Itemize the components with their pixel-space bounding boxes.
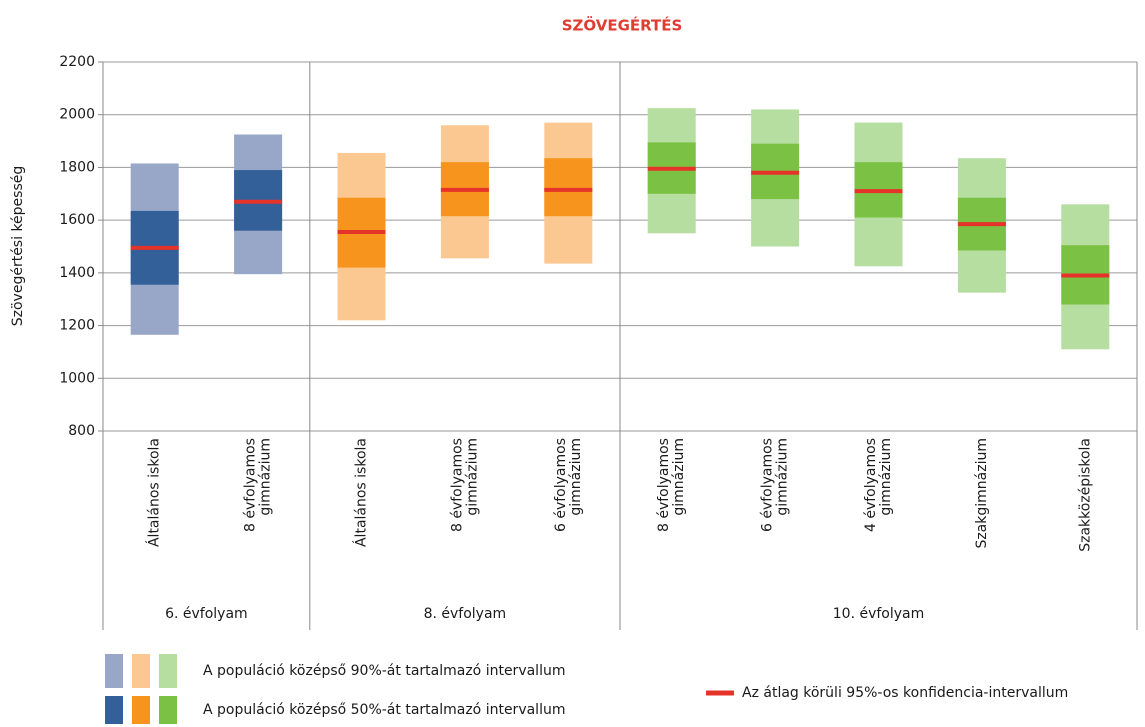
x-tick-label: gimnázium — [464, 438, 480, 516]
x-tick-label: gimnázium — [878, 438, 894, 516]
x-tick-label: Általános iskola — [146, 438, 163, 547]
y-tick-label: 1400 — [59, 265, 95, 281]
y-tick-label: 1800 — [59, 159, 95, 175]
x-tick-label: 8 évfolyamos — [656, 438, 672, 532]
x-tick-label: 8 évfolyamos — [243, 438, 259, 532]
y-tick-label: 2200 — [59, 54, 95, 70]
x-tick-label: Általános iskola — [353, 438, 370, 547]
legend-swatch — [159, 696, 177, 724]
x-tick-label: gimnázium — [258, 438, 274, 516]
y-tick-label: 800 — [68, 423, 95, 439]
y-axis-label: Szövegértési képesség — [10, 166, 26, 327]
inner-interval — [544, 158, 593, 217]
legend-swatch — [132, 696, 150, 724]
chart-title: SZÖVEGÉRTÉS — [562, 16, 683, 35]
legend-swatch — [159, 654, 177, 688]
x-tick-label: gimnázium — [568, 438, 584, 516]
y-tick-label: 2000 — [59, 107, 95, 123]
x-tick-label: gimnázium — [671, 438, 687, 516]
group-label: 8. évfolyam — [424, 606, 507, 622]
y-tick-label: 1600 — [59, 212, 95, 228]
legend-label: A populáció középső 50%-át tartalmazó in… — [203, 702, 565, 718]
group-label: 6. évfolyam — [165, 606, 248, 622]
x-tick-label: 6 évfolyamos — [760, 438, 776, 532]
legend-label: Az átlag körüli 95%-os konfidencia-inter… — [742, 685, 1068, 701]
x-tick-label: 4 évfolyamos — [863, 438, 879, 532]
legend-label: A populáció középső 90%-át tartalmazó in… — [203, 663, 565, 679]
x-tick-label: gimnázium — [775, 438, 791, 516]
group-label: 10. évfolyam — [833, 606, 925, 622]
x-tick-label: 6 évfolyamos — [553, 438, 569, 532]
y-tick-label: 1200 — [59, 318, 95, 334]
legend-swatch — [105, 654, 123, 688]
legend-swatch — [105, 696, 123, 724]
x-tick-label: Szakgimnázium — [974, 438, 990, 549]
legend-swatch — [132, 654, 150, 688]
x-tick-label: 8 évfolyamos — [449, 438, 465, 532]
y-tick-label: 1000 — [59, 370, 95, 386]
x-tick-label: Szakközépiskola — [1077, 438, 1093, 552]
